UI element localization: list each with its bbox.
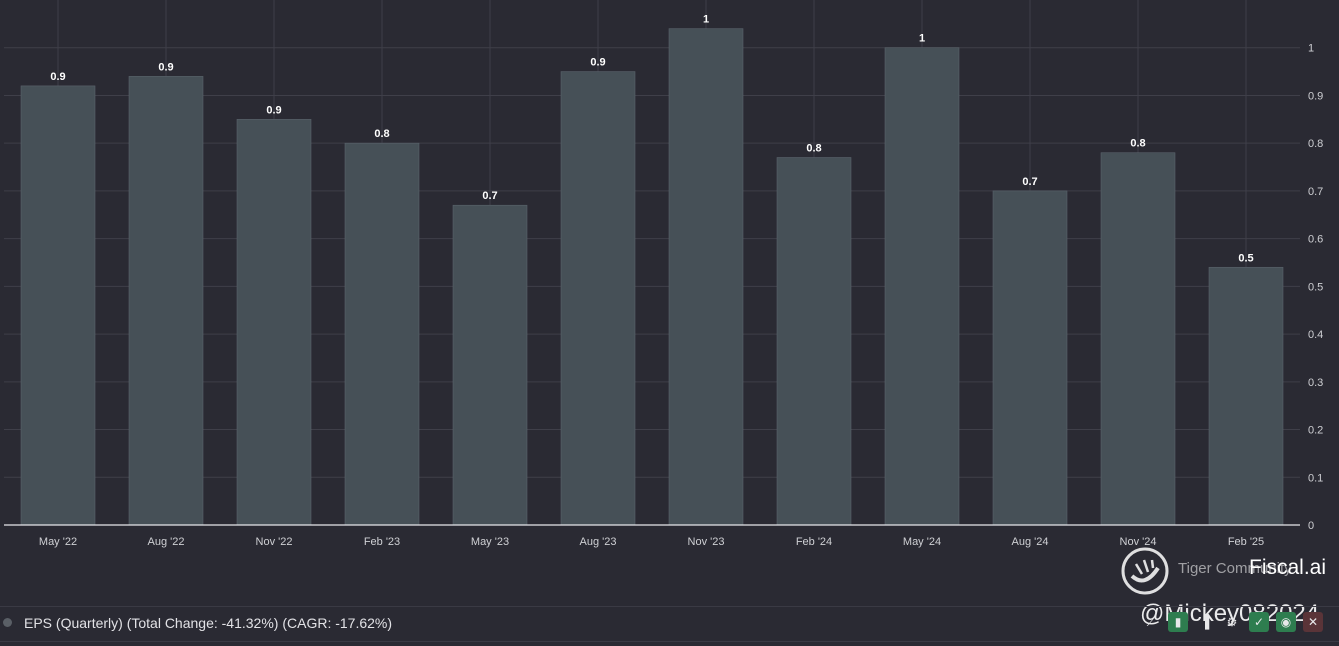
x-tick-label-0: May '22: [39, 536, 77, 548]
eye-icon[interactable]: ◉: [1276, 612, 1296, 632]
settings-icon[interactable]: ⚙: [1226, 615, 1238, 629]
x-tick-label-11: Feb '25: [1228, 536, 1264, 548]
bars: 0.9 0.9 0.9 0.8 0.7 0.9 1 0.8 1 0.7 0.8 0.5: [20, 14, 1284, 526]
line-chart-icon[interactable]: ⟋: [1146, 614, 1156, 629]
bar-11[interactable]: [1208, 266, 1284, 526]
x-axis-labels: May '22 Aug '22 Nov '22 Feb '23 May '23 Aug '…: [39, 536, 1264, 548]
data-label-2: 0.9: [266, 104, 281, 116]
x-tick-label-9: Aug '24: [1012, 536, 1049, 548]
data-label-8: 1: [919, 33, 925, 45]
legend-series-dot[interactable]: [3, 618, 12, 627]
x-tick-label-2: Nov '22: [256, 536, 293, 548]
bar-9[interactable]: [992, 190, 1068, 526]
columns-icon[interactable]: ▐: [1200, 615, 1210, 629]
bar-chart-icon[interactable]: ▮: [1168, 612, 1188, 632]
x-tick-label-4: May '23: [471, 536, 509, 548]
x-tick-label-1: Aug '22: [148, 536, 185, 548]
y-tick-label-3: 0.3: [1308, 377, 1323, 389]
x-tick-label-6: Nov '23: [688, 536, 725, 548]
bar-8[interactable]: [884, 47, 960, 526]
legend-series-label[interactable]: EPS (Quarterly) (Total Change: -41.32%) …: [24, 615, 393, 631]
data-label-10: 0.8: [1130, 138, 1145, 150]
x-tick-label-8: May '24: [903, 536, 941, 548]
data-label-0: 0.9: [50, 71, 65, 83]
data-label-11: 0.5: [1238, 252, 1253, 264]
data-label-4: 0.7: [482, 190, 497, 202]
y-tick-label-2: 0.2: [1308, 425, 1323, 437]
y-tick-label-0: 0: [1308, 520, 1314, 532]
x-tick-label-10: Nov '24: [1120, 536, 1157, 548]
y-tick-label-8: 0.8: [1308, 138, 1323, 150]
bar-3[interactable]: [344, 142, 420, 526]
watermark-community: Tiger Community: [1178, 560, 1292, 577]
legend-bar: EPS (Quarterly) (Total Change: -41.32%) …: [0, 606, 1339, 642]
y-axis-labels: 0 0.1 0.2 0.3 0.4 0.5 0.6 0.7 0.8 0.9 1: [1308, 43, 1323, 532]
bar-1[interactable]: [128, 76, 204, 526]
data-label-9: 0.7: [1022, 176, 1037, 188]
bar-10[interactable]: [1100, 152, 1176, 526]
data-label-5: 0.9: [590, 57, 605, 69]
y-tick-label-7: 0.7: [1308, 186, 1323, 198]
brand-logo: Fiscal.ai: [1249, 556, 1327, 579]
bar-0[interactable]: [20, 85, 96, 526]
y-tick-label-6: 0.6: [1308, 234, 1323, 246]
data-label-1: 0.9: [158, 61, 173, 73]
bar-6[interactable]: [668, 28, 744, 526]
bar-2[interactable]: [236, 119, 312, 526]
y-tick-label-9: 0.9: [1308, 90, 1323, 102]
x-tick-label-3: Feb '23: [364, 536, 400, 548]
data-label-6: 1: [703, 14, 709, 26]
eps-bar-chart: 0.9 0.9 0.9 0.8 0.7 0.9 1 0.8 1 0.7 0.8 0.5 May '22…: [4, 0, 1323, 548]
close-icon[interactable]: ✕: [1303, 612, 1323, 632]
bar-7[interactable]: [776, 157, 852, 526]
tiger-logo-icon: [1121, 547, 1169, 595]
y-tick-label-1: 0.1: [1308, 472, 1323, 484]
bar-4[interactable]: [452, 204, 528, 526]
chart-toolbar: ⟋ ▮ ▐ ⚙ ✓ ◉ ✕: [1141, 612, 1323, 632]
bar-5[interactable]: [560, 71, 636, 526]
y-tick-label-5: 0.5: [1308, 281, 1323, 293]
y-tick-label-4: 0.4: [1308, 329, 1323, 341]
data-label-7: 0.8: [806, 143, 821, 155]
x-tick-label-7: Feb '24: [796, 536, 832, 548]
check-icon[interactable]: ✓: [1249, 612, 1269, 632]
data-label-3: 0.8: [374, 128, 389, 140]
y-tick-label-10: 1: [1308, 43, 1314, 55]
x-tick-label-5: Aug '23: [580, 536, 617, 548]
